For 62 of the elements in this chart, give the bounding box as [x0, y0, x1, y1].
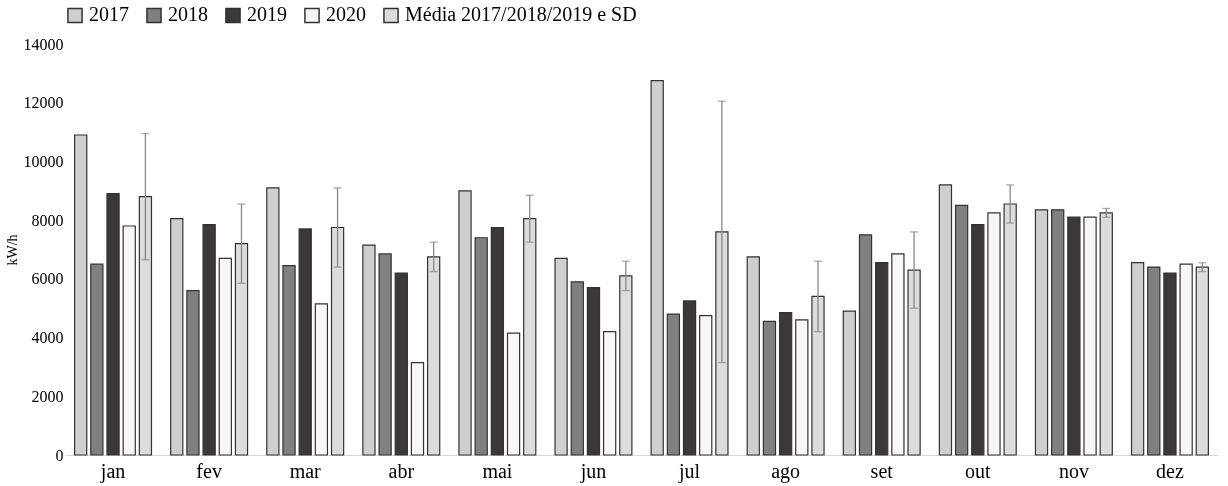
bar [1083, 216, 1097, 456]
bar [394, 272, 408, 456]
y-tick-label: 6000 [31, 270, 64, 288]
bar [858, 234, 873, 456]
legend-label: 2017 [89, 3, 129, 26]
bar [666, 313, 681, 456]
bar [971, 223, 985, 456]
bar [1179, 263, 1193, 456]
y-tick-label: 12000 [23, 94, 64, 112]
bar [378, 253, 392, 456]
y-tick-label: 10000 [23, 152, 64, 170]
bar [682, 300, 697, 456]
bar [122, 225, 136, 456]
bar [875, 262, 889, 456]
x-tick-label: ago [771, 459, 801, 483]
x-tick-label: jan [99, 459, 126, 483]
bar [762, 320, 777, 456]
bar [490, 226, 505, 456]
y-tick-label: 2000 [31, 387, 64, 405]
y-tick-label: 0 [55, 446, 64, 464]
bar [106, 193, 120, 456]
bar [1163, 272, 1177, 456]
legend-label: 2020 [326, 3, 366, 26]
bar [90, 263, 104, 456]
bar [202, 223, 216, 456]
bar [298, 228, 312, 456]
bar [987, 212, 1001, 456]
bar [186, 290, 200, 456]
x-tick-label: mai [482, 459, 513, 482]
legend-label: 2019 [247, 3, 287, 26]
x-tick-label: mar [289, 459, 322, 482]
bar [602, 331, 617, 456]
bar [795, 319, 809, 456]
bar [474, 237, 488, 456]
bar [1147, 266, 1161, 456]
bar [891, 253, 905, 456]
bar [586, 287, 601, 456]
bar [1051, 209, 1065, 456]
legend-label: Média 2017/2018/2019 e SD [405, 3, 637, 26]
y-tick-label: 4000 [31, 329, 64, 347]
x-tick-label: fev [196, 459, 222, 482]
x-tick-label: out [965, 459, 992, 482]
x-tick-label: dez [1156, 459, 1184, 482]
y-axis-title: kW/h [4, 234, 20, 266]
bar [314, 303, 329, 456]
x-tick-label: jun [579, 459, 607, 483]
legend-label: 2018 [168, 3, 208, 26]
bar [570, 281, 584, 456]
bar [410, 361, 425, 456]
bar [282, 265, 296, 456]
bar [1067, 216, 1081, 456]
bar [218, 257, 232, 456]
bar [699, 314, 713, 456]
y-tick-label: 8000 [31, 211, 64, 229]
bar [954, 204, 969, 456]
bar [778, 312, 793, 456]
x-tick-label: set [870, 459, 894, 482]
x-tick-label: nov [1058, 459, 1089, 482]
y-tick-label: 14000 [23, 35, 64, 53]
x-tick-label: jul [677, 459, 701, 483]
x-tick-label: abr [388, 459, 415, 482]
bar [506, 332, 521, 456]
